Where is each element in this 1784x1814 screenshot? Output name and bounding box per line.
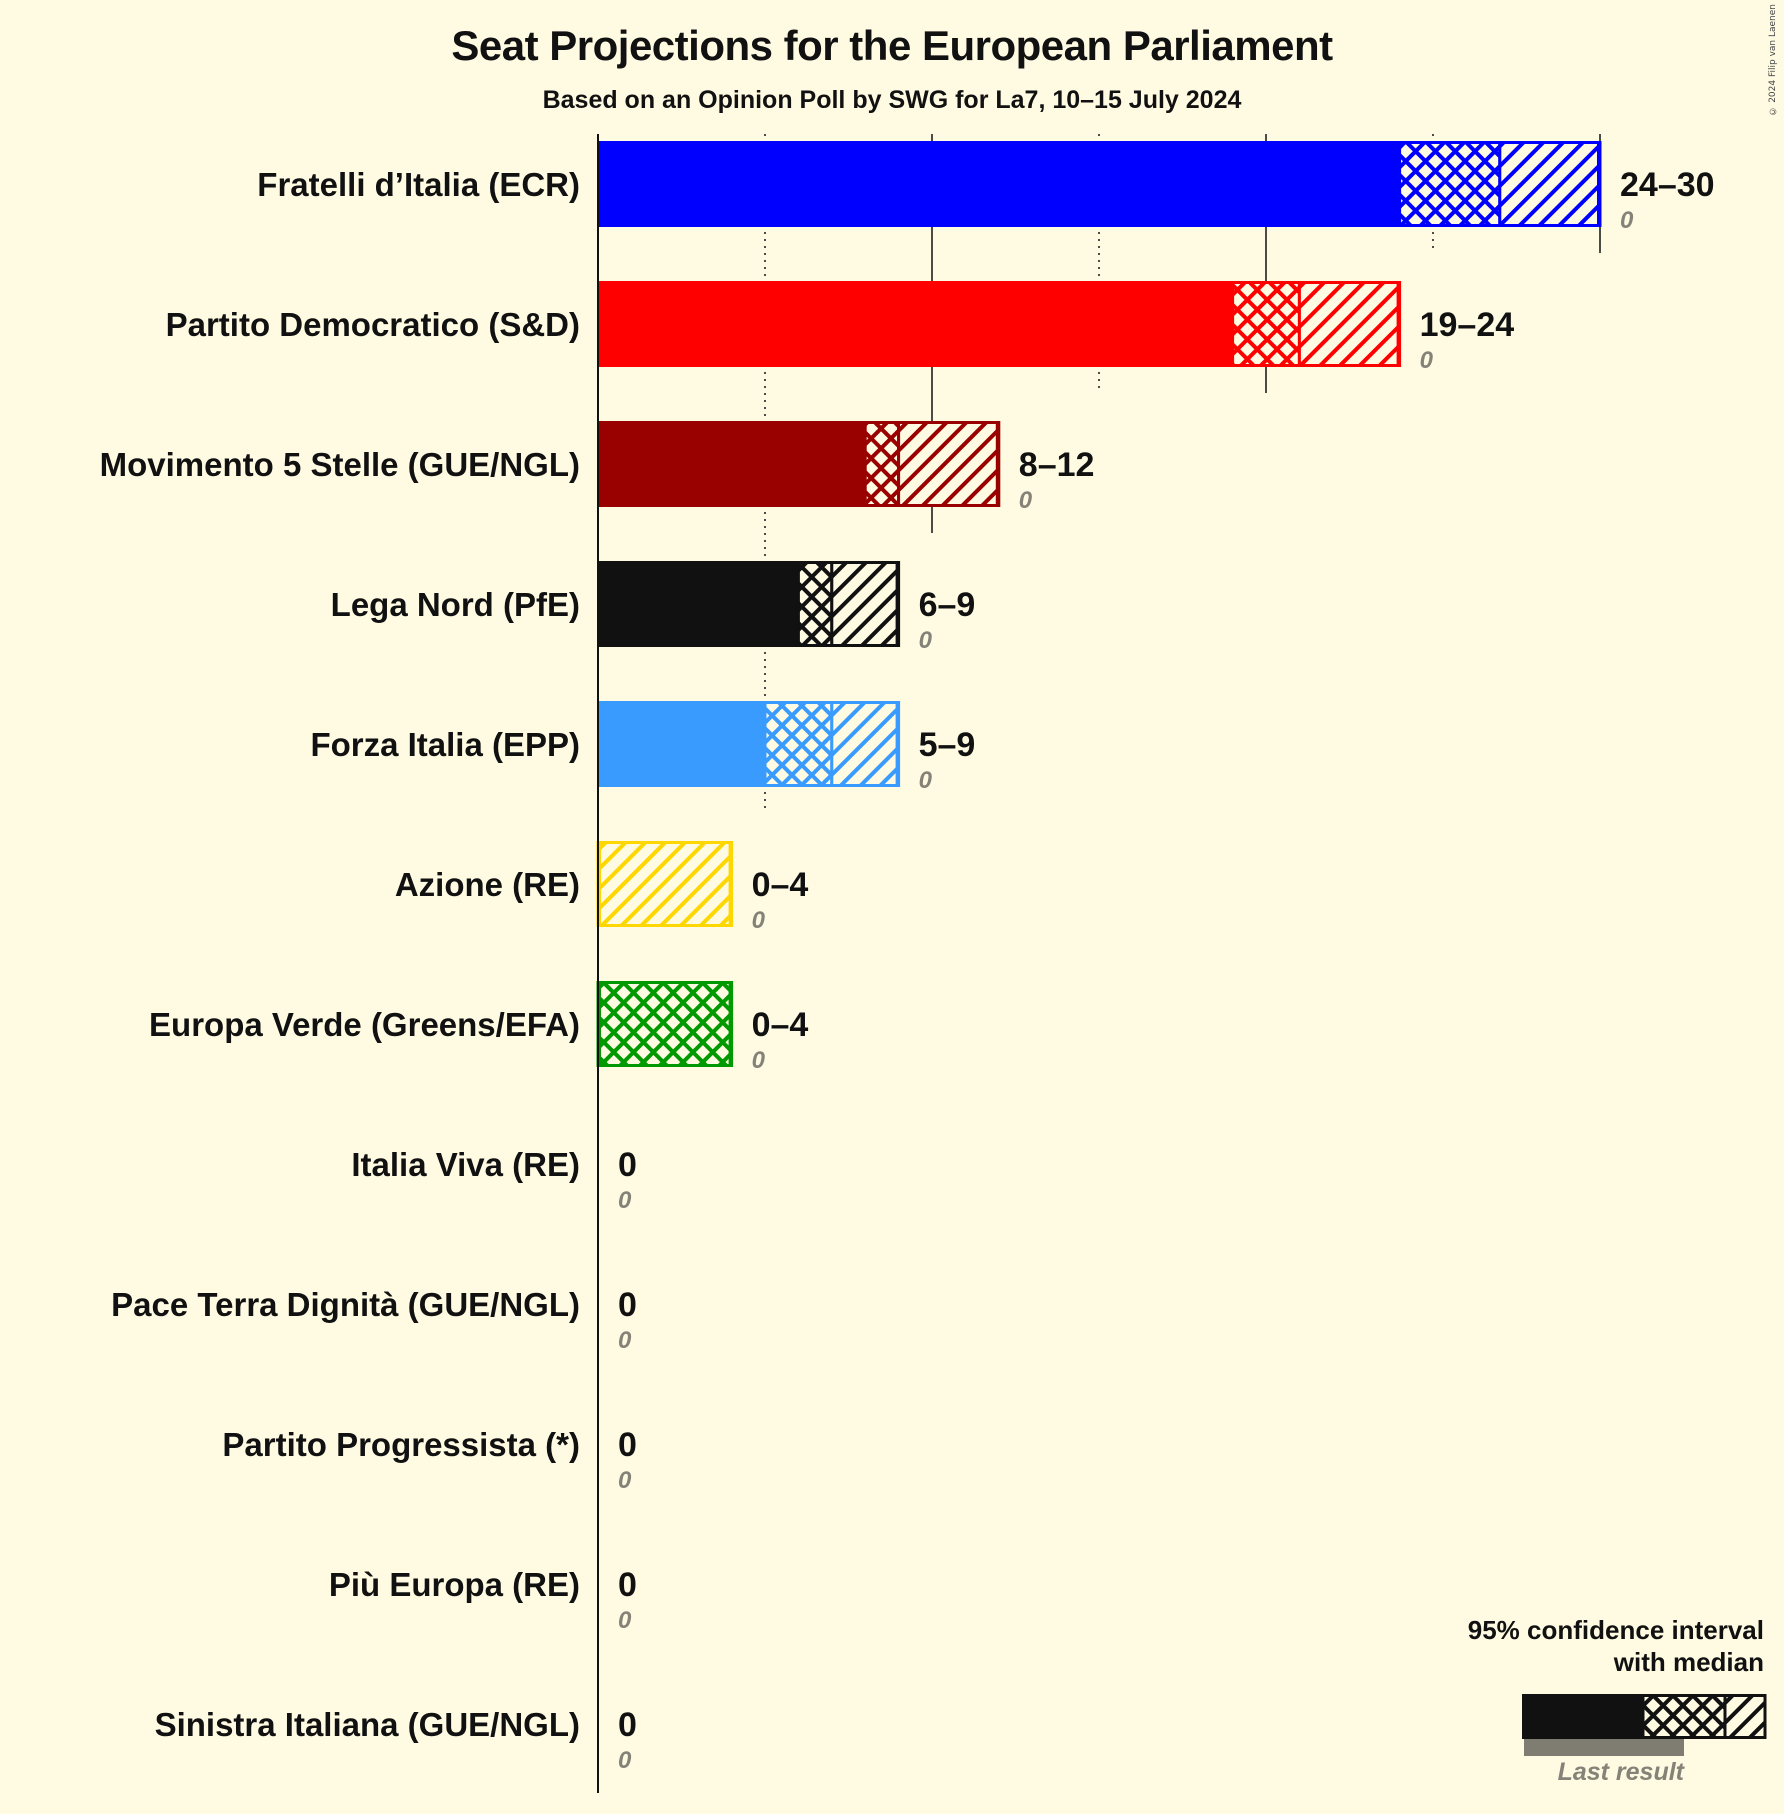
last-result-label: 0: [1019, 487, 1033, 514]
party-name-label: Forza Italia (EPP): [310, 726, 580, 763]
last-result-label: 0: [618, 1467, 632, 1494]
bar-median-to-ci-upper: [596, 841, 734, 927]
legend-title: 95% confidence interval with median: [1468, 1614, 1764, 1678]
bar-solid: [598, 561, 799, 647]
party-name-label: Fratelli d’Italia (ECR): [257, 166, 580, 203]
bar-ci-lower-to-median: [863, 421, 901, 507]
legend-graphic: [1522, 1694, 1767, 1756]
last-result-label: 0: [919, 627, 933, 654]
seat-range-label: 0: [618, 1286, 637, 1324]
bar-outline: [598, 141, 1600, 227]
bar-solid: [598, 281, 1233, 367]
party-name-label: Lega Nord (PfE): [331, 586, 580, 623]
bar-outline: [598, 701, 899, 787]
legend-solid-swatch: [1522, 1694, 1642, 1739]
bar-median-to-ci-upper: [1297, 281, 1402, 367]
bar-ci-lower-to-median: [796, 561, 834, 647]
bar-median-to-ci-upper: [830, 561, 901, 647]
bar-ci-lower-to-median: [763, 701, 834, 787]
bar-outline: [598, 561, 899, 647]
last-result-label: 0: [618, 1747, 632, 1774]
bar-outline: [598, 281, 1400, 367]
legend-last-result-bar: [1524, 1739, 1684, 1756]
legend-last-result-label: Last result: [1557, 1758, 1684, 1786]
seat-range-label: 0: [618, 1566, 637, 1604]
party-name-label: Pace Terra Dignità (GUE/NGL): [111, 1286, 580, 1323]
party-row: [598, 141, 1602, 227]
chart-subtitle: Based on an Opinion Poll by SWG for La7,…: [542, 86, 1242, 114]
party-name-label: Partito Progressista (*): [222, 1426, 580, 1463]
seat-range-label: 24–30: [1620, 166, 1715, 204]
bar-solid: [598, 421, 866, 507]
legend-title-line2: with median: [1613, 1647, 1764, 1677]
last-result-label: 0: [618, 1607, 632, 1634]
chart-title: Seat Projections for the European Parlia…: [451, 22, 1333, 69]
seat-range-label: 6–9: [919, 586, 976, 624]
bar-median-to-ci-upper: [1498, 141, 1602, 227]
bars: [596, 141, 1602, 1067]
bar-outline: [598, 841, 732, 927]
party-name-label: Più Europa (RE): [329, 1566, 580, 1603]
seat-range-label: 8–12: [1019, 446, 1095, 484]
seat-range-label: 0: [618, 1146, 637, 1184]
party-name-label: Italia Viva (RE): [351, 1146, 580, 1183]
party-name-label: Sinistra Italiana (GUE/NGL): [155, 1706, 580, 1743]
last-result-label: 0: [1420, 347, 1434, 374]
last-result-label: 0: [618, 1327, 632, 1354]
bar-ci-lower-to-median: [596, 981, 734, 1067]
bar-solid: [598, 701, 765, 787]
bar-outline: [598, 981, 732, 1067]
seat-range-label: 5–9: [919, 726, 976, 764]
bar-ci-lower-to-median: [1398, 141, 1502, 227]
last-result-label: 0: [919, 767, 933, 794]
legend-upper-swatch: [1723, 1694, 1767, 1739]
seat-range-label: 0: [618, 1706, 637, 1744]
party-name-label: Europa Verde (Greens/EFA): [149, 1006, 580, 1043]
party-row: [598, 421, 1001, 507]
party-name-label: Movimento 5 Stelle (GUE/NGL): [100, 446, 580, 483]
seat-range-label: 0–4: [752, 1006, 809, 1044]
party-labels: Fratelli d’Italia (ECR) 24–30 0 Partito Dem…: [100, 166, 1715, 1774]
last-result-label: 0: [618, 1187, 632, 1214]
legend-median-swatch: [1641, 1694, 1727, 1739]
party-row: [596, 841, 734, 927]
bar-outline: [598, 421, 999, 507]
bar-median-to-ci-upper: [830, 701, 901, 787]
last-result-label: 0: [752, 907, 766, 934]
last-result-label: 0: [1620, 207, 1634, 234]
seat-range-label: 0–4: [752, 866, 809, 904]
legend-title-line1: 95% confidence interval: [1467, 1615, 1764, 1645]
party-row: [598, 701, 901, 787]
seat-range-label: 19–24: [1420, 306, 1515, 344]
seat-range-label: 0: [618, 1426, 637, 1464]
bar-median-to-ci-upper: [897, 421, 1001, 507]
party-row: [598, 281, 1402, 367]
party-row: [598, 561, 901, 647]
bar-ci-lower-to-median: [1231, 281, 1301, 367]
party-name-label: Azione (RE): [395, 866, 580, 903]
last-result-label: 0: [752, 1047, 766, 1074]
party-row: [596, 981, 734, 1067]
party-name-label: Partito Democratico (S&D): [166, 306, 580, 343]
bar-solid: [598, 141, 1400, 227]
